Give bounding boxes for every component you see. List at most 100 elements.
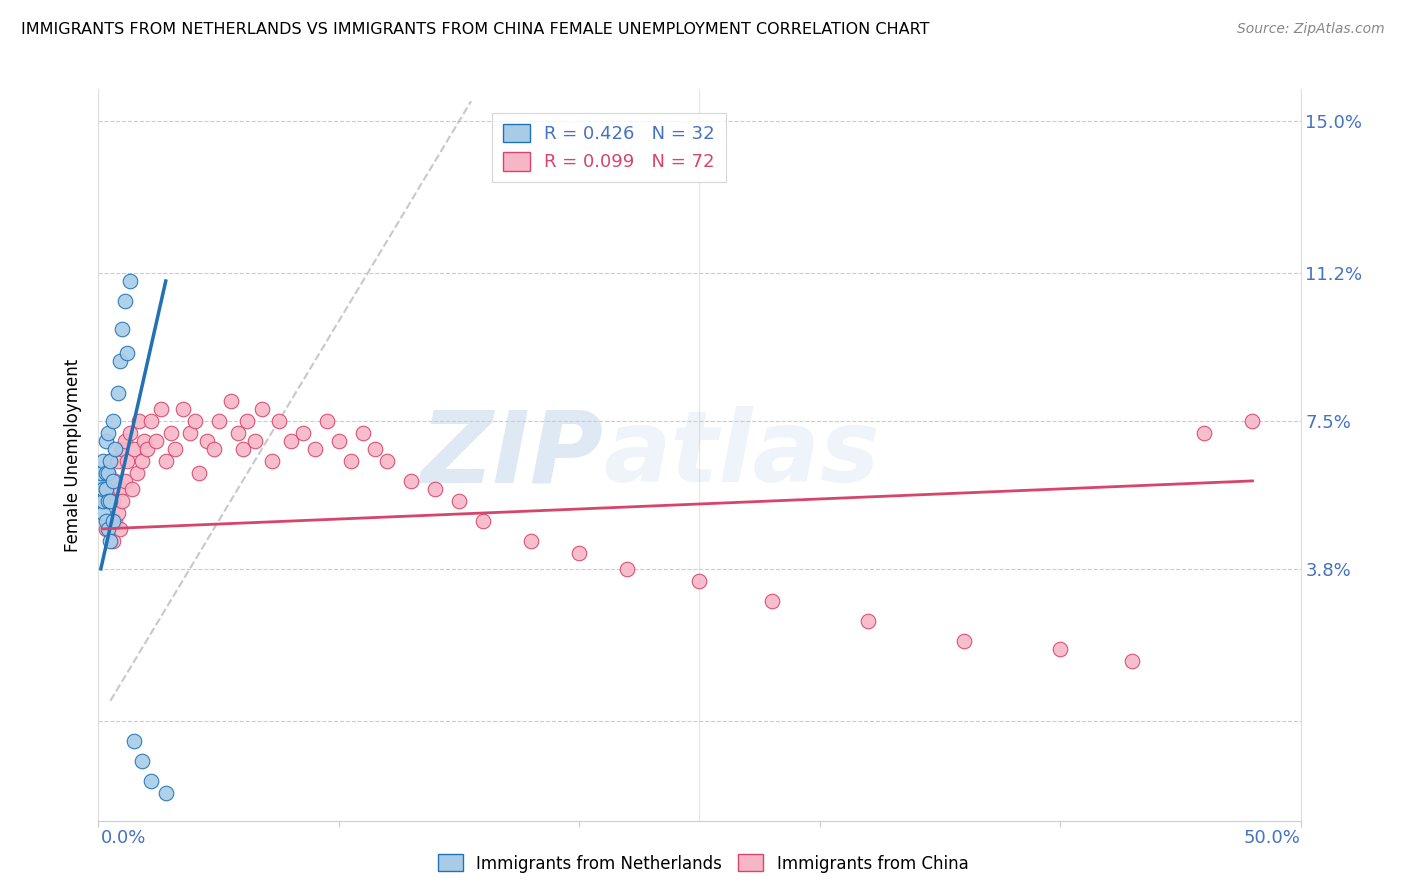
- Point: [135, 442, 157, 456]
- Point: [219, 394, 242, 409]
- Point: [118, 425, 141, 440]
- Point: [114, 474, 136, 488]
- Point: [97, 466, 120, 480]
- Point: [90, 466, 112, 480]
- Point: [101, 474, 124, 488]
- Point: [761, 594, 783, 608]
- Point: [100, 454, 122, 468]
- Point: [399, 474, 422, 488]
- Point: [260, 454, 283, 468]
- Point: [104, 442, 127, 456]
- Legend: R = 0.426   N = 32, R = 0.099   N = 72: R = 0.426 N = 32, R = 0.099 N = 72: [492, 113, 725, 182]
- Point: [97, 494, 120, 508]
- Point: [94, 482, 117, 496]
- Point: [111, 494, 134, 508]
- Point: [226, 425, 249, 440]
- Text: 50.0%: 50.0%: [1244, 829, 1301, 847]
- Point: [447, 494, 470, 508]
- Point: [114, 293, 136, 308]
- Point: [243, 434, 266, 448]
- Point: [423, 482, 446, 496]
- Point: [1049, 641, 1071, 656]
- Point: [100, 533, 122, 548]
- Point: [250, 401, 273, 416]
- Point: [472, 514, 495, 528]
- Point: [118, 274, 141, 288]
- Point: [315, 414, 337, 428]
- Point: [91, 494, 114, 508]
- Point: [616, 562, 638, 576]
- Point: [352, 425, 374, 440]
- Point: [100, 494, 122, 508]
- Point: [1194, 425, 1216, 440]
- Point: [188, 466, 211, 480]
- Point: [179, 425, 201, 440]
- Point: [114, 434, 136, 448]
- Point: [141, 773, 163, 788]
- Point: [280, 434, 302, 448]
- Point: [100, 454, 122, 468]
- Point: [141, 414, 163, 428]
- Point: [97, 425, 120, 440]
- Point: [128, 414, 150, 428]
- Point: [1121, 654, 1143, 668]
- Point: [165, 442, 187, 456]
- Point: [91, 482, 114, 496]
- Point: [159, 425, 181, 440]
- Point: [375, 454, 398, 468]
- Text: atlas: atlas: [603, 407, 880, 503]
- Point: [108, 522, 131, 536]
- Point: [101, 514, 124, 528]
- Point: [856, 614, 879, 628]
- Legend: Immigrants from Netherlands, Immigrants from China: Immigrants from Netherlands, Immigrants …: [430, 847, 976, 880]
- Point: [364, 442, 387, 456]
- Point: [117, 346, 139, 360]
- Point: [125, 466, 148, 480]
- Point: [328, 434, 350, 448]
- Point: [101, 494, 124, 508]
- Point: [149, 401, 172, 416]
- Text: ZIP: ZIP: [420, 407, 603, 503]
- Point: [183, 414, 205, 428]
- Point: [195, 434, 218, 448]
- Point: [232, 442, 254, 456]
- Point: [94, 466, 117, 480]
- Point: [94, 434, 117, 448]
- Point: [568, 546, 591, 560]
- Point: [267, 414, 290, 428]
- Point: [145, 434, 167, 448]
- Point: [104, 514, 127, 528]
- Point: [121, 482, 143, 496]
- Point: [94, 522, 117, 536]
- Point: [131, 454, 153, 468]
- Text: IMMIGRANTS FROM NETHERLANDS VS IMMIGRANTS FROM CHINA FEMALE UNEMPLOYMENT CORRELA: IMMIGRANTS FROM NETHERLANDS VS IMMIGRANT…: [21, 22, 929, 37]
- Text: 0.0%: 0.0%: [101, 829, 146, 847]
- Point: [124, 442, 146, 456]
- Point: [1241, 414, 1264, 428]
- Point: [108, 482, 131, 496]
- Point: [90, 494, 112, 508]
- Point: [208, 414, 231, 428]
- Point: [304, 442, 326, 456]
- Point: [520, 533, 543, 548]
- Point: [689, 574, 711, 588]
- Point: [953, 633, 976, 648]
- Point: [291, 425, 314, 440]
- Point: [107, 506, 129, 520]
- Point: [172, 401, 194, 416]
- Point: [124, 733, 146, 747]
- Point: [94, 514, 117, 528]
- Point: [108, 354, 131, 368]
- Point: [202, 442, 225, 456]
- Point: [97, 522, 120, 536]
- Point: [107, 386, 129, 401]
- Point: [111, 322, 134, 336]
- Point: [91, 494, 114, 508]
- Point: [97, 514, 120, 528]
- Point: [97, 466, 120, 480]
- Point: [340, 454, 363, 468]
- Point: [155, 786, 177, 800]
- Point: [155, 454, 177, 468]
- Point: [104, 474, 127, 488]
- Point: [90, 474, 112, 488]
